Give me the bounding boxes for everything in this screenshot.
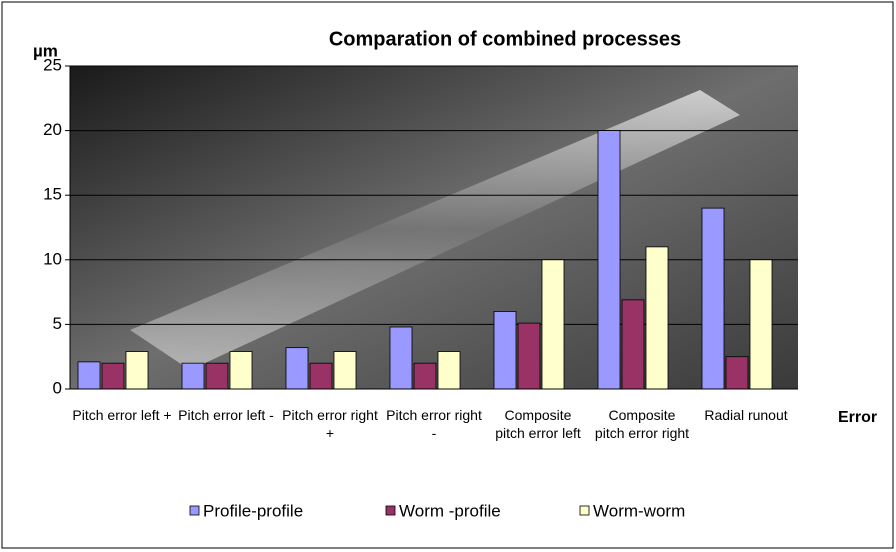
bar xyxy=(286,348,308,389)
chart-title: Comparation of combined processes xyxy=(329,28,681,50)
bar xyxy=(518,323,540,389)
x-axis-label: Error xyxy=(838,409,877,426)
x-tick-label: Pitch error right - xyxy=(384,406,484,442)
bar xyxy=(726,357,748,389)
bar xyxy=(702,208,724,389)
x-tick-label: Pitch error left - xyxy=(176,406,276,424)
x-tick-label: Composite pitch error right xyxy=(592,406,692,442)
bar xyxy=(126,352,148,389)
bar xyxy=(542,260,564,389)
y-tick-label: 15 xyxy=(43,185,62,204)
legend-swatch xyxy=(386,506,395,515)
bar xyxy=(646,247,668,389)
bar xyxy=(206,363,228,389)
y-tick-label: 25 xyxy=(43,55,62,74)
bar xyxy=(390,327,412,389)
legend-swatch xyxy=(190,506,199,515)
bar xyxy=(102,363,124,389)
legend-label: Profile-profile xyxy=(203,501,303,520)
bar xyxy=(414,363,436,389)
y-tick-label: 0 xyxy=(53,378,62,397)
bar xyxy=(230,352,252,389)
page: Comparation of combined processes µm Err… xyxy=(0,0,896,552)
y-tick-label: 20 xyxy=(43,120,62,139)
x-tick-label: Composite pitch error left xyxy=(488,406,588,442)
bar xyxy=(622,300,644,389)
bar xyxy=(334,352,356,389)
bar xyxy=(182,363,204,389)
bar xyxy=(494,311,516,389)
legend-swatch xyxy=(580,506,589,515)
x-tick-label: Radial runout xyxy=(696,406,796,424)
y-tick-label: 10 xyxy=(43,249,62,268)
x-tick-label: Pitch error right + xyxy=(280,406,380,442)
legend-label: Worm -profile xyxy=(399,501,501,520)
bar xyxy=(598,131,620,389)
bar xyxy=(78,362,100,389)
bar xyxy=(310,363,332,389)
bar xyxy=(438,352,460,389)
bar xyxy=(750,260,772,389)
chart: Comparation of combined processes µm Err… xyxy=(0,0,896,552)
y-tick-label: 5 xyxy=(53,314,62,333)
x-tick-label: Pitch error left + xyxy=(72,406,172,424)
legend-label: Worm-worm xyxy=(593,501,685,520)
